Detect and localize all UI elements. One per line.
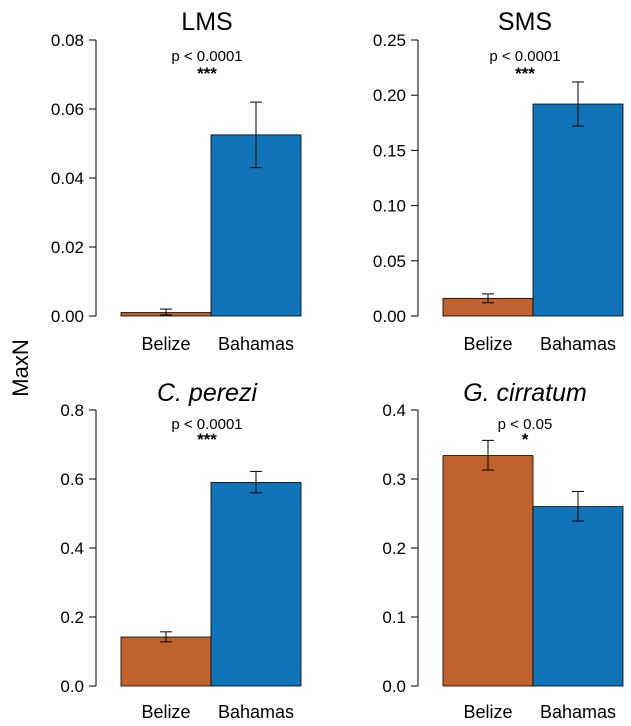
bar-bahamas bbox=[532, 103, 624, 317]
significance-marker: * bbox=[522, 430, 529, 449]
y-tick-label: 0.2 bbox=[382, 539, 406, 558]
y-tick-label: 0.0 bbox=[382, 677, 406, 696]
y-tick-label: 0.4 bbox=[60, 539, 84, 558]
category-label-bahamas: Bahamas bbox=[540, 334, 616, 354]
y-tick-label: 0.25 bbox=[373, 31, 406, 50]
p-value-label: p < 0.0001 bbox=[489, 48, 560, 65]
y-tick-label: 0.3 bbox=[382, 470, 406, 489]
p-value-label: p < 0.0001 bbox=[171, 416, 242, 433]
significance-marker: *** bbox=[197, 64, 217, 83]
y-tick-label: 0.1 bbox=[382, 608, 406, 627]
y-tick-label: 0.2 bbox=[60, 608, 84, 627]
p-value-label: p < 0.05 bbox=[498, 416, 553, 433]
y-tick-label: 0.02 bbox=[51, 238, 84, 257]
category-label-bahamas: Bahamas bbox=[218, 334, 294, 354]
y-tick-label: 0.00 bbox=[373, 307, 406, 326]
chart-title: C. perezi bbox=[157, 379, 258, 407]
category-label-belize: Belize bbox=[463, 334, 512, 354]
p-value-label: p < 0.0001 bbox=[171, 48, 242, 65]
category-label-bahamas: Bahamas bbox=[540, 702, 616, 722]
y-tick-label: 0.0 bbox=[60, 677, 84, 696]
y-tick-label: 0.8 bbox=[60, 401, 84, 420]
significance-marker: *** bbox=[197, 430, 217, 449]
bar-belize bbox=[442, 455, 534, 687]
y-tick-label: 0.05 bbox=[373, 252, 406, 271]
category-label-belize: Belize bbox=[141, 702, 190, 722]
y-tick-label: 0.15 bbox=[373, 141, 406, 160]
category-label-bahamas: Bahamas bbox=[218, 702, 294, 722]
y-tick-label: 0.4 bbox=[382, 401, 406, 420]
bar-bahamas bbox=[532, 506, 624, 687]
y-axis-label: MaxN bbox=[8, 339, 33, 396]
y-tick-label: 0.00 bbox=[51, 307, 84, 326]
chart-panel: SMS p < 0.0001*** 0.00 0.05 0.10 0.15 0.20 0.25… bbox=[373, 8, 624, 354]
chart-title: LMS bbox=[181, 8, 232, 36]
bar-belize bbox=[120, 636, 212, 687]
chart-panel: C. perezi p < 0.0001*** 0.0 0.2 0.4 0.6 0.8 Bel… bbox=[60, 379, 302, 722]
y-tick-label: 0.6 bbox=[60, 470, 84, 489]
category-label-belize: Belize bbox=[141, 334, 190, 354]
y-tick-label: 0.08 bbox=[51, 31, 84, 50]
y-tick-label: 0.06 bbox=[51, 100, 84, 119]
significance-marker: *** bbox=[515, 64, 535, 83]
chart-title: SMS bbox=[498, 8, 552, 36]
chart-panel: LMS p < 0.0001*** 0.00 0.02 0.04 0.06 0.08 Beli… bbox=[51, 8, 302, 354]
chart-panel: G. cirratum p < 0.05* 0.0 0.1 0.2 0.3 0.4 Beliz… bbox=[382, 379, 624, 722]
y-tick-label: 0.20 bbox=[373, 86, 406, 105]
category-label-belize: Belize bbox=[463, 702, 512, 722]
bar-bahamas bbox=[210, 482, 302, 687]
y-tick-label: 0.10 bbox=[373, 197, 406, 216]
y-tick-label: 0.04 bbox=[51, 169, 84, 188]
chart-title: G. cirratum bbox=[463, 379, 587, 407]
